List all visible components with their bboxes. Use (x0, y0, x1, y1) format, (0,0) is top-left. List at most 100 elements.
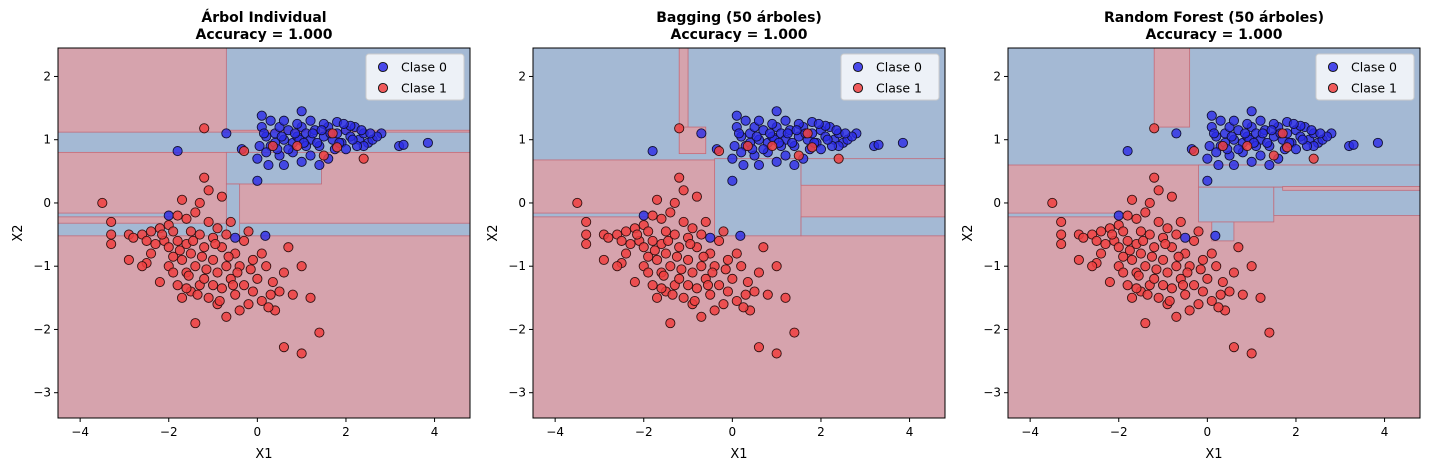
y-tick-label: 0 (993, 196, 1001, 210)
legend: Clase 0 Clase 1 (840, 53, 940, 101)
point-class0 (1288, 118, 1299, 129)
point-class1 (256, 248, 267, 259)
point-class1 (1255, 292, 1266, 303)
point-class0 (753, 159, 764, 171)
point-class0 (1122, 146, 1133, 157)
point-class1 (245, 264, 256, 275)
point-class1 (1177, 280, 1189, 291)
point-class1 (1133, 270, 1144, 281)
point-class0 (1242, 118, 1253, 129)
point-class1 (665, 207, 676, 218)
point-class1 (674, 273, 685, 284)
point-class0 (782, 128, 793, 139)
point-class1 (221, 261, 232, 272)
point-class1 (1144, 229, 1155, 240)
point-class1 (1202, 273, 1213, 284)
point-class0 (283, 144, 294, 155)
point-class1 (1242, 140, 1253, 152)
point-class1 (1087, 261, 1098, 272)
point-class1 (1166, 283, 1177, 294)
point-class1 (1091, 235, 1102, 246)
point-class1 (736, 261, 747, 272)
point-class1 (1215, 289, 1226, 300)
point-class0 (1180, 232, 1191, 243)
point-class1 (651, 292, 663, 303)
point-class0 (254, 140, 265, 152)
point-class1 (172, 280, 183, 291)
x-tick-label: −4 (71, 425, 89, 439)
point-class1 (1158, 254, 1169, 265)
point-class1 (1189, 146, 1200, 157)
point-class1 (212, 267, 223, 278)
point-class0 (1246, 106, 1257, 117)
legend-label: Clase 0 (401, 60, 447, 75)
point-class0 (1239, 128, 1251, 139)
point-class1 (1138, 235, 1149, 246)
point-class0 (252, 175, 263, 186)
point-class1 (172, 235, 183, 246)
point-class1 (1171, 229, 1182, 240)
point-class1 (700, 216, 711, 227)
y-tick-label: −3 (33, 386, 51, 400)
point-class1 (709, 305, 720, 316)
legend-box (1315, 53, 1415, 101)
x-tick-label: −4 (1021, 425, 1039, 439)
point-class1 (671, 251, 683, 262)
point-class1 (674, 242, 685, 253)
point-class0 (771, 106, 782, 117)
point-class1 (683, 254, 694, 265)
point-class1 (1184, 305, 1195, 316)
point-class1 (150, 239, 161, 250)
point-class1 (239, 235, 250, 246)
point-class1 (1135, 248, 1146, 259)
point-class1 (676, 264, 687, 275)
point-class1 (660, 226, 671, 237)
point-class1 (1056, 239, 1067, 250)
point-class0 (276, 131, 287, 142)
point-class1 (581, 239, 592, 250)
point-class1 (1182, 267, 1193, 278)
point-class0 (1266, 125, 1277, 136)
point-class0 (873, 139, 884, 150)
point-class1 (296, 261, 307, 272)
point-class0 (314, 159, 325, 171)
legend-label: Clase 0 (876, 60, 922, 75)
point-class1 (1195, 264, 1206, 275)
point-class1 (239, 280, 250, 291)
point-class1 (278, 267, 289, 278)
point-class1 (685, 239, 696, 250)
point-class1 (638, 242, 649, 253)
point-class1 (283, 242, 294, 253)
point-class1 (145, 226, 157, 237)
point-class0 (1228, 115, 1239, 126)
point-class1 (1164, 295, 1175, 307)
point-class1 (1180, 289, 1191, 300)
point-class1 (1237, 289, 1248, 300)
point-class1 (1173, 251, 1184, 262)
point-class1 (1189, 280, 1200, 291)
point-class1 (1277, 128, 1288, 139)
y-tick-label: 1 (43, 133, 51, 147)
panel-random-forest: Random Forest (50 árboles) Accuracy = 1.… (961, 10, 1421, 462)
point-class1 (625, 239, 636, 250)
decision-region-class1 (678, 48, 689, 133)
panel-title: Árbol Individual (201, 9, 326, 26)
point-class1 (1126, 292, 1138, 303)
point-class1 (168, 251, 179, 262)
point-class1 (1224, 286, 1235, 297)
point-class1 (332, 142, 343, 153)
point-class1 (660, 248, 671, 259)
point-class1 (208, 280, 219, 291)
x-tick-label: −2 (160, 425, 178, 439)
panel-subtitle: Accuracy = 1.000 (196, 27, 333, 43)
point-class1 (1135, 226, 1146, 237)
point-class1 (203, 185, 214, 196)
x-tick-label: −4 (546, 425, 564, 439)
point-class0 (1113, 210, 1124, 221)
point-class1 (1124, 245, 1135, 256)
point-class1 (581, 229, 592, 240)
point-class1 (731, 248, 742, 259)
x-axis-label: X1 (255, 447, 272, 462)
legend-marker (852, 82, 864, 94)
point-class1 (683, 280, 694, 291)
